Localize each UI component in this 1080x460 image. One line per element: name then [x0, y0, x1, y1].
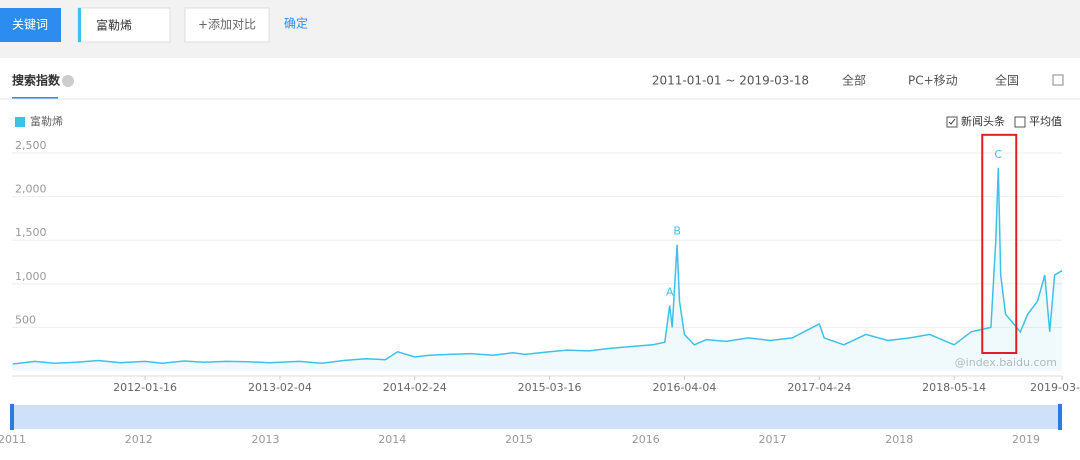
range-bar[interactable]	[12, 405, 1062, 429]
x-tick-label: 2017-04-24	[787, 381, 851, 394]
tab-underline	[12, 97, 58, 99]
y-tick-label: 500	[15, 313, 36, 326]
average-option[interactable]: 平均值	[1029, 115, 1062, 128]
year-label: 2012	[125, 433, 153, 446]
y-tick-label: 2,000	[15, 183, 47, 196]
keyword-marker	[78, 8, 81, 42]
y-tick-label: 1,000	[15, 270, 47, 283]
area	[12, 167, 1063, 371]
keyword-button-text[interactable]: 关键词	[12, 18, 48, 32]
year-label: 2016	[632, 433, 660, 446]
x-tick-label: 2015-03-16	[518, 381, 582, 394]
x-tick-label: 2013-02-04	[248, 381, 312, 394]
annotation: C	[994, 148, 1002, 161]
range-handle-left[interactable]	[10, 404, 14, 430]
x-tick-label: 2014-02-24	[383, 381, 447, 394]
add-compare[interactable]	[184, 7, 270, 43]
year-label: 2014	[378, 433, 406, 446]
date-range[interactable]: 2011-01-01 ~ 2019-03-18	[652, 74, 809, 88]
confirm-link[interactable]: 确定	[284, 16, 308, 31]
scope[interactable]: 全部	[842, 73, 866, 88]
legend-swatch	[15, 117, 25, 127]
y-tick-label: 1,500	[15, 226, 47, 239]
highlight-box	[981, 133, 1018, 354]
year-label: 2017	[759, 433, 787, 446]
year-label: 2011	[0, 433, 26, 446]
device[interactable]: PC+移动	[908, 74, 958, 88]
year-label: 2013	[252, 433, 280, 446]
x-tick-label: 2018-05-14	[922, 381, 986, 394]
legend-label: 富勒烯	[30, 114, 63, 128]
export-icon[interactable]	[1052, 74, 1064, 86]
keyword-input[interactable]	[77, 7, 171, 43]
add-compare-text[interactable]: +添加对比	[198, 18, 256, 32]
x-tick-label: 2016-04-04	[652, 381, 716, 394]
keyword-text[interactable]: 富勒烯	[96, 18, 132, 33]
tab[interactable]: 搜索指数	[12, 73, 61, 88]
year-label: 2019	[1012, 433, 1040, 446]
series-line	[12, 167, 1063, 365]
keyword-button[interactable]	[0, 8, 61, 42]
average-checkbox[interactable]	[1014, 116, 1026, 128]
toolbar-bg	[0, 0, 1080, 58]
year-label: 2018	[885, 433, 913, 446]
range-handle-right[interactable]	[1058, 404, 1062, 430]
help-icon[interactable]	[62, 75, 74, 87]
year-label: 2015	[505, 433, 533, 446]
y-tick-label: 2,500	[15, 139, 47, 152]
annotation: B	[673, 225, 681, 238]
check-mark	[948, 118, 956, 125]
annotation: A	[666, 286, 674, 299]
news-option[interactable]: 新闻头条	[961, 114, 1005, 128]
watermark: @index.baidu.com	[955, 356, 1057, 369]
region[interactable]: 全国	[995, 73, 1019, 88]
x-tick-label: 2019-03-18	[1030, 381, 1080, 394]
x-tick-label: 2012-01-16	[113, 381, 177, 394]
